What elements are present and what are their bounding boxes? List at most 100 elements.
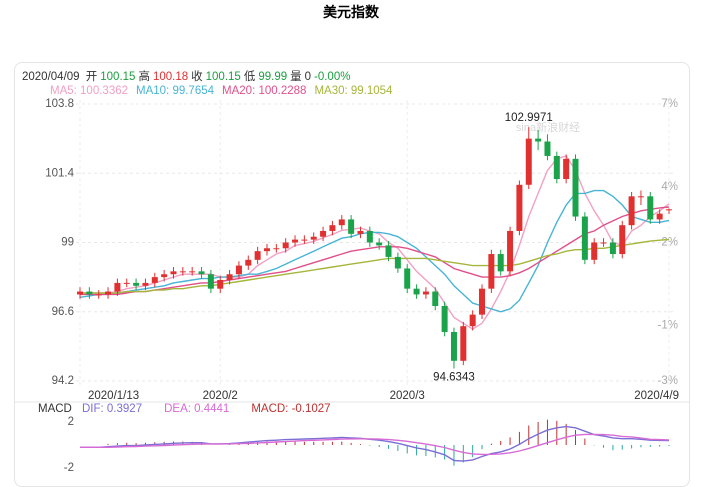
candle-body — [207, 274, 214, 289]
legend-entry: MA30: 99.1054 — [314, 85, 393, 97]
y-tick-label: 96.6 — [52, 306, 74, 318]
macd-title: MACD — [38, 403, 72, 415]
candle-body — [628, 196, 635, 226]
y2-tick-label: 2% — [661, 237, 678, 249]
candle-body — [310, 236, 317, 240]
quote-field-value: 100.15 — [205, 71, 241, 83]
legend: MA5: 100.3362 MA10: 99.7654 MA20: 100.2288… — [50, 85, 400, 97]
candle-body — [469, 314, 476, 327]
candle-body — [292, 239, 299, 243]
candle-body — [366, 230, 373, 243]
candle-body — [479, 288, 486, 315]
candle-body — [591, 242, 598, 260]
candle-body — [179, 271, 186, 273]
candle-body — [572, 158, 579, 217]
candle-body — [114, 282, 121, 292]
candle-body — [217, 280, 224, 289]
candle-body — [254, 251, 261, 260]
candle-body — [105, 291, 112, 295]
y-tick-label: 94.2 — [52, 375, 74, 387]
quote-field-label: 开 — [85, 71, 98, 83]
quote-header: 2020/04/09 开 100.15 高 100.18 收 100.15 低 99.99 量 0… — [22, 68, 353, 84]
candle-body — [170, 271, 177, 275]
quote-field-label: 量 — [290, 71, 302, 83]
candle-body — [413, 288, 420, 295]
candle-body — [189, 271, 196, 273]
candle-body — [507, 230, 514, 272]
y2-tick-label: -1% — [658, 320, 678, 332]
x-tick-label: 2020/1/13 — [88, 390, 139, 402]
quote-field-value: 100.18 — [152, 71, 189, 83]
candle-body — [273, 248, 280, 250]
candle-body — [357, 230, 364, 234]
candle-body — [338, 219, 345, 226]
legend-entry: MA10: 99.7654 — [136, 85, 215, 97]
ma-line — [79, 189, 670, 313]
quote-date: 2020/04/09 — [22, 71, 80, 83]
quote-field-value: 99.99 — [258, 71, 288, 83]
legend-entry: MA20: 100.2288 — [222, 85, 307, 97]
y2-tick-label: 7% — [661, 98, 678, 110]
quote-field-label: 收 — [191, 71, 203, 83]
candle-body — [525, 138, 532, 185]
candle-body — [282, 242, 289, 249]
y2-tick-label: 4% — [661, 181, 678, 193]
candle-body — [123, 282, 130, 284]
candle-body — [488, 254, 495, 289]
candle-body — [394, 256, 401, 269]
ma-line — [80, 238, 670, 294]
candle-body — [235, 265, 242, 275]
candle-body — [151, 277, 158, 283]
macd-legend-entry: DIF: 0.3927 — [82, 403, 142, 415]
y-tick-label: 99 — [61, 237, 74, 249]
candle-body — [198, 271, 205, 275]
candle-body — [497, 254, 504, 272]
candle-body — [450, 331, 457, 361]
candle-body — [133, 282, 140, 286]
x-tick-label: 2020/2 — [203, 390, 238, 402]
macd-line — [80, 433, 670, 456]
candle-body — [263, 248, 270, 252]
candle-body — [609, 242, 616, 255]
ma-line — [80, 206, 670, 296]
candle-body — [619, 225, 626, 255]
quote-field-label: 高 — [138, 71, 150, 83]
candle-body — [385, 245, 392, 257]
macd-y-tick-label: -2 — [64, 462, 74, 474]
watermark: sina新浪财经 — [516, 120, 580, 134]
candle-body — [647, 196, 654, 220]
candle-body — [516, 184, 523, 231]
candle-body — [95, 294, 102, 296]
candle-body — [441, 305, 448, 332]
candle-body — [226, 274, 233, 281]
candle-body — [376, 242, 383, 246]
y2-tick-label: -3% — [658, 375, 678, 387]
y-tick-label: 101.4 — [45, 167, 74, 179]
candle-body — [329, 225, 336, 231]
candle-body — [460, 326, 467, 361]
candle-body — [422, 291, 429, 295]
quote-field-label: 低 — [243, 71, 256, 83]
candle-body — [553, 155, 560, 180]
candle-body — [404, 268, 411, 289]
candle-body — [563, 158, 570, 180]
candle-body — [544, 141, 551, 156]
macd-legend-entry: DEA: 0.4441 — [164, 403, 229, 415]
candle-body — [320, 230, 327, 237]
candle-body — [581, 216, 588, 260]
quote-field-value: 100.15 — [100, 71, 136, 83]
x-tick-label: 2020/4/9 — [634, 390, 679, 402]
candle-body — [535, 138, 542, 142]
x-tick-label: 2020/3 — [390, 390, 425, 402]
candle-body — [86, 291, 93, 295]
macd-line — [80, 425, 670, 462]
quote-change: -0.00% — [314, 71, 351, 83]
candle-body — [77, 291, 83, 295]
candle-body — [432, 291, 439, 306]
candle-body — [245, 259, 252, 266]
candle-body — [142, 282, 149, 286]
candle-body — [161, 274, 168, 278]
quote-field-value: 0 — [304, 71, 312, 83]
macd-legend-entry: MACD: -0.1027 — [251, 403, 330, 415]
